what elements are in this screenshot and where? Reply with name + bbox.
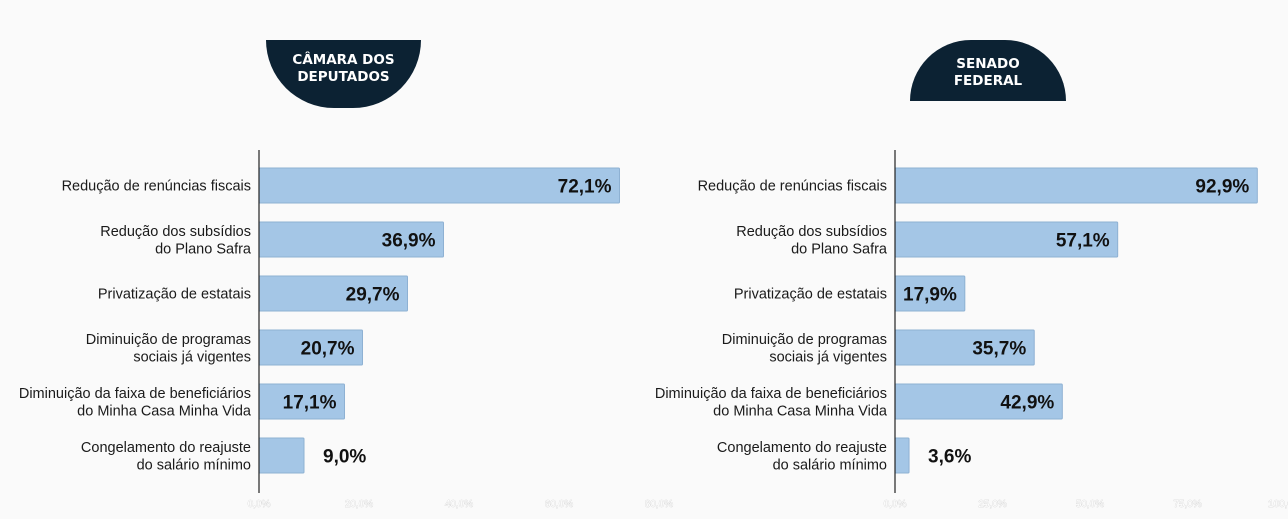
senate-category-label-line: Redução dos subsídios bbox=[736, 224, 887, 240]
chamber-category-label-line: do Plano Safra bbox=[155, 241, 252, 257]
chamber-category-label: Congelamento do reajuste do salário mínim… bbox=[81, 440, 251, 474]
chamber-value-label: 20,7% bbox=[301, 339, 355, 360]
chamber-category-label-line: Congelamento do reajuste bbox=[81, 440, 251, 456]
chamber-category-label: Redução dos subsídios do Plano Safra bbox=[100, 224, 252, 258]
senate-tick-label: 100,0% bbox=[1268, 499, 1288, 510]
senate-category-label-line: Redução de renúncias fiscais bbox=[698, 179, 887, 195]
senate-category-label-line: do Plano Safra bbox=[791, 241, 888, 257]
chamber-category-label: Privatização de estatais bbox=[98, 287, 251, 303]
chamber-tick-label: 80,0% bbox=[645, 499, 673, 510]
chamber-bar bbox=[258, 437, 305, 474]
senate-category-label-line: do salário mínimo bbox=[773, 457, 887, 473]
senate-category-label: Diminuição de programas sociais já vigent… bbox=[722, 332, 887, 366]
senate-tick-label: 25,0% bbox=[978, 499, 1006, 510]
senate-value-label: 42,9% bbox=[1000, 393, 1054, 414]
senate-value-label: 17,9% bbox=[903, 285, 957, 306]
senate-category-label: Congelamento do reajuste do salário mínim… bbox=[717, 440, 887, 474]
senate-category-label: Diminuição da faixa de beneficiários do M… bbox=[655, 386, 888, 420]
senate-title-badge: SENADO FEDERAL bbox=[910, 40, 1066, 101]
chamber-category-label: Diminuição de programas sociais já vigent… bbox=[86, 332, 251, 366]
chamber-tick-label: 20,0% bbox=[345, 499, 373, 510]
chamber-category-label-line: do salário mínimo bbox=[137, 457, 251, 473]
senate-value-label: 3,6% bbox=[928, 447, 971, 468]
chamber-category-label-line: Redução de renúncias fiscais bbox=[62, 179, 251, 195]
senate-category-label-line: Privatização de estatais bbox=[734, 287, 887, 303]
chamber-value-label: 17,1% bbox=[283, 393, 337, 414]
senate-value-label: 35,7% bbox=[972, 339, 1026, 360]
chamber-category-label-line: sociais já vigentes bbox=[133, 349, 251, 365]
chamber-category-label-line: Diminuição da faixa de beneficiários bbox=[19, 386, 251, 402]
senate-value-label: 57,1% bbox=[1056, 231, 1110, 252]
chamber-tick-label: 60,0% bbox=[545, 499, 573, 510]
chamber-category-label-line: do Minha Casa Minha Vida bbox=[77, 403, 252, 419]
chamber-title: CÂMARA DOS DEPUTADOS bbox=[292, 52, 395, 85]
chamber-category-label: Diminuição da faixa de beneficiários do M… bbox=[19, 386, 252, 420]
senate-tick-label: 50,0% bbox=[1076, 499, 1104, 510]
senate-category-label-line: sociais já vigentes bbox=[769, 349, 887, 365]
chamber-tick-label: 0,0% bbox=[248, 499, 271, 510]
senate-title: SENADO FEDERAL bbox=[953, 55, 1023, 89]
chamber-category-label-line: Diminuição de programas bbox=[86, 332, 251, 348]
chamber-category-label: Redução de renúncias fiscais bbox=[62, 179, 251, 195]
senate-category-label: Redução dos subsídios do Plano Safra bbox=[736, 224, 888, 258]
senate-tick-label: 75,0% bbox=[1173, 499, 1201, 510]
chamber-value-label: 36,9% bbox=[382, 231, 436, 252]
chamber-value-label: 9,0% bbox=[323, 447, 366, 468]
senate-category-label-line: do Minha Casa Minha Vida bbox=[713, 403, 888, 419]
senate-bar bbox=[894, 437, 910, 474]
chamber-category-label-line: Redução dos subsídios bbox=[100, 224, 251, 240]
senate-category-label-line: Congelamento do reajuste bbox=[717, 440, 887, 456]
senate-category-label-line: Diminuição da faixa de beneficiários bbox=[655, 386, 887, 402]
chamber-tick-label: 40,0% bbox=[445, 499, 473, 510]
senate-category-label: Privatização de estatais bbox=[734, 287, 887, 303]
chamber-value-label: 72,1% bbox=[558, 177, 612, 198]
chamber-category-label-line: Privatização de estatais bbox=[98, 287, 251, 303]
senate-tick-label: 0,0% bbox=[884, 499, 907, 510]
chamber-value-label: 29,7% bbox=[346, 285, 400, 306]
senate-category-label: Redução de renúncias fiscais bbox=[698, 179, 887, 195]
senate-category-label-line: Diminuição de programas bbox=[722, 332, 887, 348]
senate-value-label: 92,9% bbox=[1195, 177, 1249, 198]
